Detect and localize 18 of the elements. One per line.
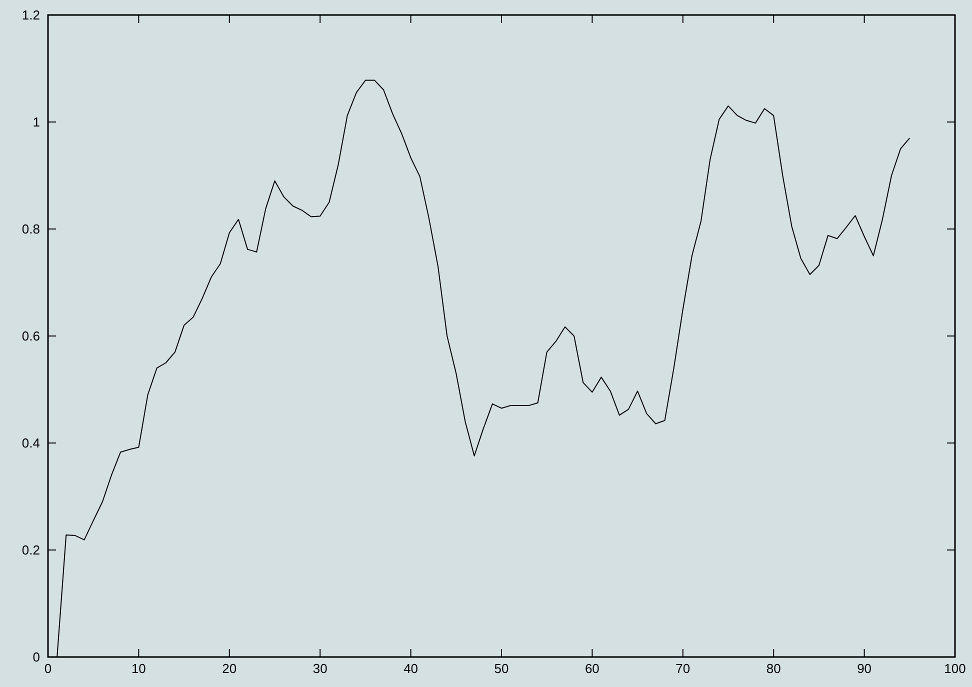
x-tick-label: 80: [766, 661, 781, 676]
x-tick-label: 100: [944, 661, 966, 676]
x-tick-label: 50: [494, 661, 509, 676]
y-tick-label: 0: [32, 650, 40, 665]
y-tick-label: 0.4: [22, 436, 40, 451]
x-tick-label: 0: [44, 661, 52, 676]
x-tick-label: 30: [312, 661, 328, 676]
y-tick-label: 0.6: [22, 328, 40, 344]
y-tick-label: 1: [32, 114, 40, 130]
x-tick-label: 60: [584, 661, 600, 676]
x-tick-label: 90: [857, 661, 872, 676]
x-tick-label: 10: [131, 661, 146, 676]
y-tick-label: 1.2: [22, 8, 40, 23]
x-tick-label: 40: [404, 661, 418, 676]
y-tick-label: 0.8: [22, 222, 40, 237]
y-tick-label: 0.2: [22, 542, 40, 558]
x-tick-label: 20: [222, 661, 237, 676]
x-tick-label: 70: [676, 661, 690, 676]
